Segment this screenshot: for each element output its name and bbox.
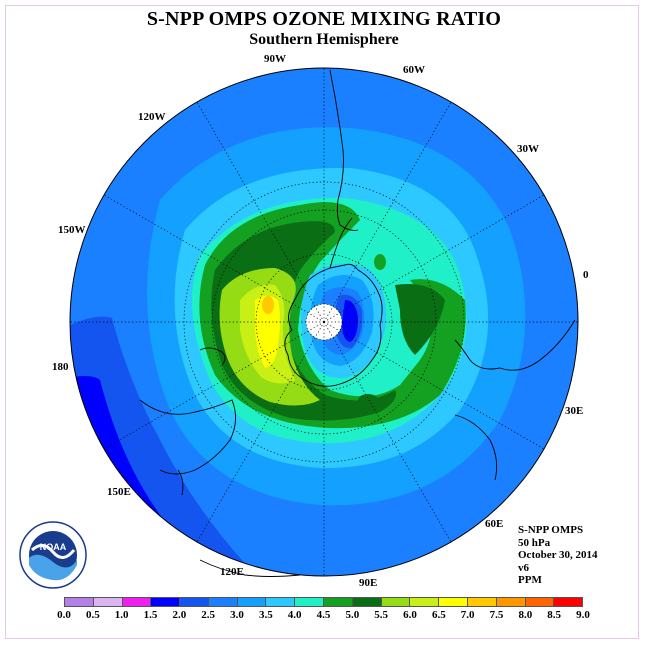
legend-tick-label: 9.0 <box>576 609 590 621</box>
lon-label-150e: 150E <box>107 486 131 498</box>
legend-tick-label: 1.5 <box>143 609 158 621</box>
legend-swatch <box>352 598 382 606</box>
legend-swatch <box>122 598 152 606</box>
lon-label-30e: 30E <box>565 405 583 417</box>
legend-swatch <box>93 598 123 606</box>
legend-swatch <box>381 598 411 606</box>
legend-tick-label: 4.5 <box>316 609 331 621</box>
legend-swatch <box>180 598 209 606</box>
legend-tick-label: 0.5 <box>85 609 100 621</box>
field-blob-5-0 <box>358 394 378 406</box>
legend-tick-label: 2.5 <box>201 609 216 621</box>
legend-tick-label: 7.5 <box>489 609 504 621</box>
plot-frame <box>5 5 639 639</box>
legend-swatch <box>151 598 181 606</box>
page-title: S-NPP OMPS OZONE MIXING RATIO <box>146 8 502 30</box>
lon-label-60w: 60W <box>403 64 425 76</box>
legend-tick-label: 2.0 <box>172 609 187 621</box>
legend-tick-label: 5.5 <box>374 609 389 621</box>
legend-swatch <box>410 598 440 606</box>
info-date: October 30, 2014 <box>518 549 598 561</box>
field-blob-4-5 <box>374 254 386 270</box>
color-legend-ticks: 0.0 0.5 1.0 1.5 2.0 2.5 3.0 3.5 4.0 4.5 5.0 5.5 6.0 6… <box>57 609 590 623</box>
lon-label-120e: 120E <box>220 566 244 578</box>
legend-tick-label: 8.5 <box>547 609 562 621</box>
legend-swatch <box>65 598 94 606</box>
legend-swatch <box>295 598 325 606</box>
map-boundary <box>69 67 579 577</box>
legend-swatch <box>324 598 353 606</box>
info-block: S-NPP OMPS 50 hPa October 30, 2014 v6 PP… <box>518 524 598 587</box>
field-5-0-east <box>395 284 445 355</box>
legend-tick-label: 4.0 <box>287 609 302 621</box>
lon-label-90e: 90E <box>359 577 377 589</box>
legend-tick-label: 1.0 <box>114 609 129 621</box>
meridian-grid <box>70 68 578 576</box>
legend-swatch <box>525 598 555 606</box>
field-inner-1-5 <box>342 300 358 342</box>
lon-label-60e: 60E <box>485 518 503 530</box>
field-7-0 <box>262 296 274 314</box>
field-6-5 <box>255 296 280 368</box>
legend-tick-label: 6.5 <box>431 609 446 621</box>
legend-swatch <box>237 598 267 606</box>
color-legend-bar <box>64 597 583 607</box>
legend-tick-label: 5.0 <box>345 609 360 621</box>
legend-tick-label: 8.0 <box>518 609 533 621</box>
legend-tick-label: 0.0 <box>57 609 71 621</box>
lon-label-120w: 120W <box>138 111 166 123</box>
info-units: PPM <box>518 574 542 586</box>
coastlines <box>139 69 576 577</box>
lon-label-150w: 150W <box>58 224 86 236</box>
legend-tick-label: 6.0 <box>403 609 417 621</box>
lon-label-0: 0 <box>583 269 589 281</box>
legend-tick-label: 7.0 <box>460 609 475 621</box>
page-subtitle: Southern Hemisphere <box>249 31 399 48</box>
legend-swatch <box>266 598 296 606</box>
info-version: v6 <box>518 561 529 574</box>
legend-tick-label: 3.0 <box>230 609 244 621</box>
legend-tick-label: 3.5 <box>258 609 273 621</box>
legend-swatch <box>496 598 526 606</box>
info-level: 50 hPa <box>518 536 551 549</box>
legend-swatch <box>208 598 238 606</box>
legend-swatch <box>439 598 468 606</box>
legend-swatch <box>554 598 583 606</box>
legend-swatch <box>467 598 497 606</box>
lon-label-30w: 30W <box>517 143 539 155</box>
noaa-logo-icon: NOAA <box>19 521 87 589</box>
lon-label-180: 180 <box>52 361 69 373</box>
noaa-logo-text: NOAA <box>40 542 67 552</box>
lon-label-90w: 90W <box>264 53 286 65</box>
info-instrument: S-NPP OMPS <box>518 524 584 536</box>
